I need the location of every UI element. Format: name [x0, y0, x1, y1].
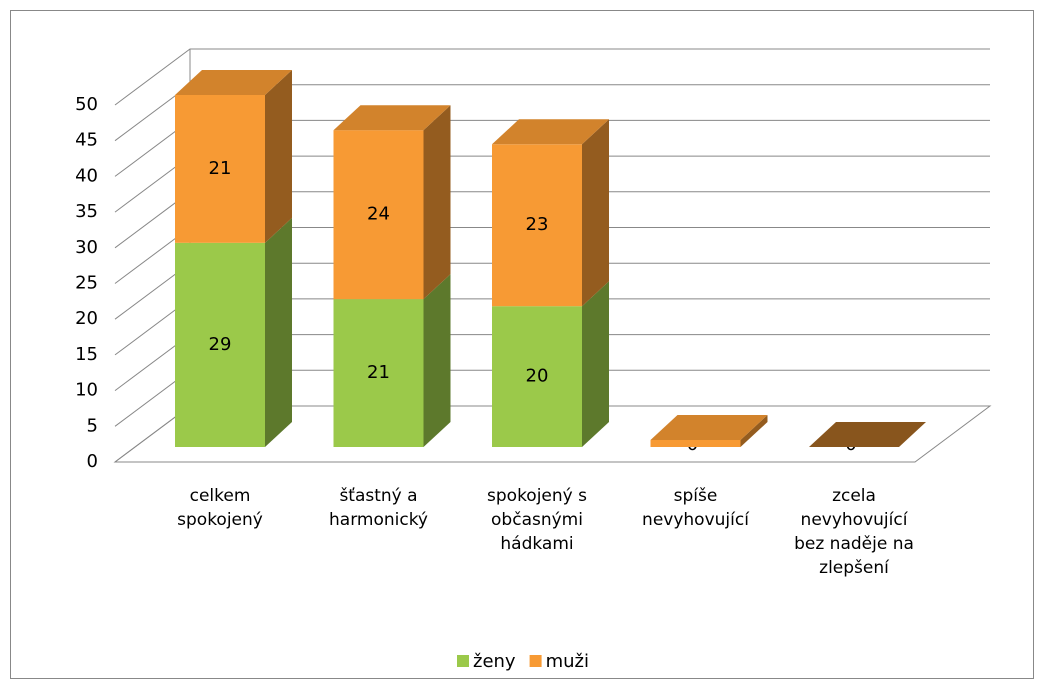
legend-label: ženy — [473, 651, 516, 672]
bar-side — [582, 119, 609, 307]
legend-swatch — [457, 655, 469, 667]
y-tick-label: 10 — [75, 380, 98, 401]
x-tick-label: spíše nevyhovující — [642, 486, 749, 530]
bar-top — [650, 414, 768, 440]
y-tick-label: 45 — [75, 130, 98, 151]
bar-side — [582, 281, 609, 447]
x-tick-label: šťastný a harmonický — [329, 486, 428, 530]
bar-front — [175, 242, 265, 447]
bar-front — [492, 306, 582, 447]
bar-side — [423, 105, 451, 300]
x-tick-label: celkem spokojený — [177, 486, 263, 530]
y-tick-label: 15 — [75, 344, 98, 365]
x-tick-label: zcela nevyhovující bez naděje na zlepšen… — [794, 486, 914, 578]
data-label: 23 — [526, 214, 549, 235]
legend-label: muži — [546, 651, 589, 672]
data-label: 20 — [526, 366, 549, 387]
bar-front — [650, 439, 741, 447]
bar-front — [175, 95, 265, 243]
bar-side — [265, 217, 292, 447]
y-tick-label: 25 — [75, 273, 98, 294]
y-tick-label: 35 — [75, 201, 98, 222]
bar-top — [809, 422, 926, 447]
bar-top — [333, 105, 451, 131]
bar-top — [175, 70, 292, 95]
data-label: 29 — [209, 334, 232, 355]
bar-front — [333, 130, 424, 300]
y-tick-label: 0 — [87, 451, 98, 472]
y-tick-label: 20 — [75, 308, 98, 329]
y-tick-label: 5 — [87, 415, 98, 436]
legend-swatch — [529, 655, 542, 667]
bar-side — [740, 414, 768, 447]
data-label: 21 — [367, 362, 390, 383]
y-tick-label: 50 — [75, 94, 98, 115]
y-tick-label: 30 — [75, 237, 98, 258]
y-tick-label: 40 — [75, 165, 98, 186]
data-label: 21 — [209, 158, 232, 179]
bar-top — [492, 119, 609, 145]
bar-side — [423, 274, 451, 447]
x-tick-label: spokojený s občasnými hádkami — [487, 486, 587, 554]
data-label: 24 — [367, 204, 390, 225]
bar-side — [265, 70, 292, 243]
bar-front — [492, 144, 582, 307]
bar-front — [333, 299, 424, 447]
